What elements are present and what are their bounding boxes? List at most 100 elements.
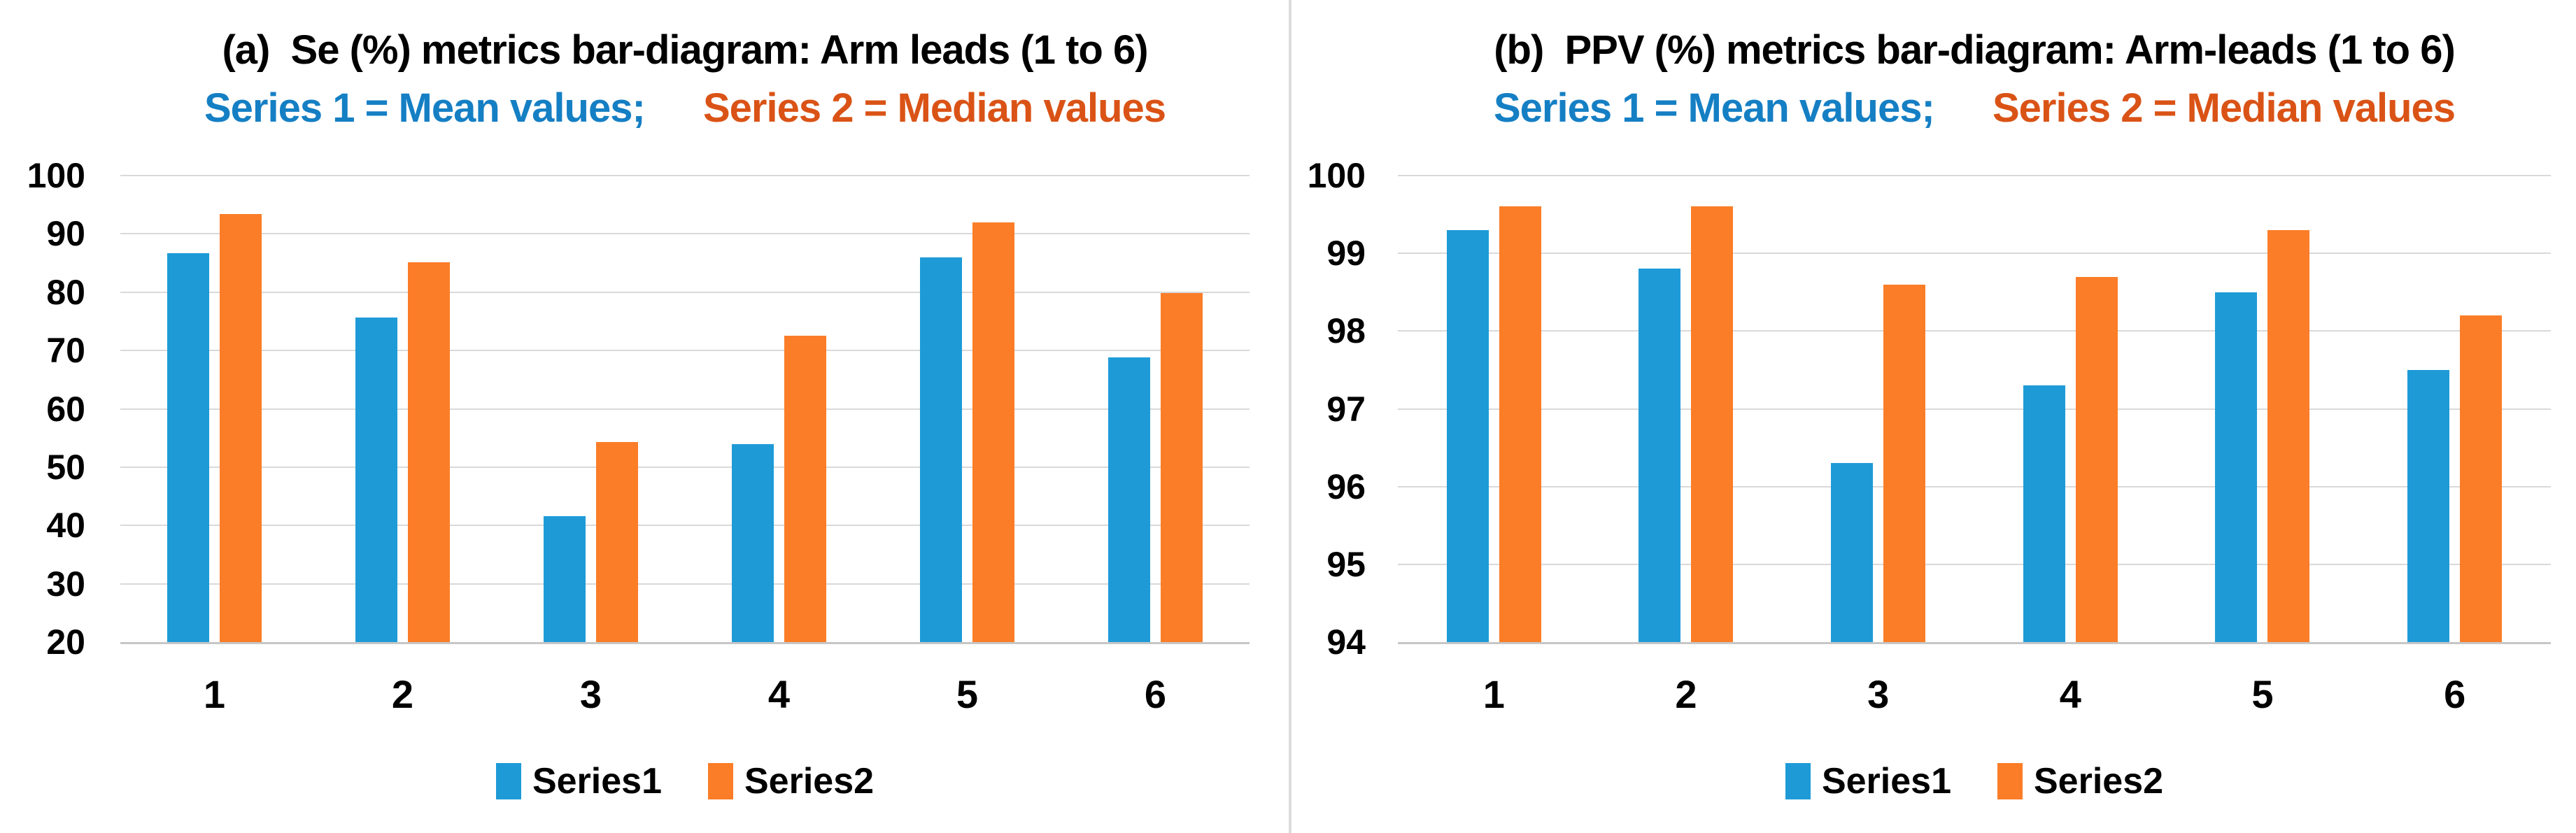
bar-series1-lead-4 [731, 443, 774, 642]
chart-subtitle: Series 1 = Mean values; Series 2 = Media… [50, 83, 1319, 134]
legend-item-series2: Series2 [1997, 760, 2163, 802]
bar-series2-lead-2 [407, 262, 450, 642]
bar-group-lead-6 [2358, 176, 2551, 642]
bar-group-lead-3 [497, 176, 685, 642]
legend-swatch-series1 [1785, 763, 1811, 799]
x-tick-label-2: 2 [391, 672, 414, 716]
chart-subtitle: Series 1 = Mean values; Series 2 = Media… [1328, 83, 2576, 134]
y-tick-label-70: 70 [46, 331, 85, 371]
gridline-80 [120, 291, 1250, 293]
y-tick-label-100: 100 [1307, 156, 1366, 195]
bar-group-lead-5 [873, 176, 1061, 642]
legend-item-series1: Series1 [1785, 760, 1951, 802]
legend-swatch-series1 [495, 763, 521, 799]
bar-series2-lead-4 [784, 336, 826, 642]
x-tick-label-5: 5 [956, 672, 979, 716]
gridline-100 [120, 175, 1250, 176]
gridline-98 [1398, 330, 2551, 332]
chart-title: (b) PPV (%) metrics bar-diagram: Arm-lea… [1494, 27, 2456, 73]
bar-series2-lead-3 [595, 442, 638, 642]
subtitle-series1: Series 1 = Mean values; [1493, 85, 1935, 131]
y-tick-label-97: 97 [1326, 389, 1366, 429]
legend-label-series2: Series2 [2034, 761, 2164, 802]
bar-group-lead-2 [309, 176, 497, 642]
subtitle-series1: Series 1 = Mean values; [204, 85, 646, 131]
bar-series1-lead-6 [2407, 369, 2450, 642]
bar-series1-lead-3 [543, 515, 586, 642]
x-tick-label-5: 5 [2251, 672, 2274, 716]
x-tick-label-2: 2 [1675, 672, 1697, 716]
gridline-96 [1398, 485, 2551, 487]
bar-series1-lead-2 [1639, 269, 1681, 642]
gridline-60 [120, 408, 1250, 410]
bar-group-lead-2 [1590, 176, 1783, 642]
y-axis-labels: 100 99 98 97 96 95 94 [1291, 156, 1366, 662]
x-tick-label-4: 4 [2059, 672, 2081, 716]
x-tick-label-3: 3 [579, 672, 602, 716]
bar-series1-lead-5 [919, 257, 962, 642]
y-tick-label-90: 90 [46, 214, 85, 254]
x-tick-label-4: 4 [767, 672, 791, 716]
y-tick-label-95: 95 [1326, 544, 1366, 584]
bar-series1-lead-3 [1831, 463, 1874, 642]
y-tick-label-50: 50 [46, 447, 85, 487]
legend-item-series1: Series1 [495, 760, 662, 802]
subtitle-series2: Series 2 = Median values [1992, 85, 2456, 131]
y-tick-label-94: 94 [1326, 622, 1366, 662]
gridline-30 [120, 583, 1250, 585]
bar-group-lead-6 [1061, 176, 1250, 642]
bar-series2-lead-1 [219, 214, 262, 642]
bar-group-lead-1 [120, 176, 309, 642]
legend: Series1 Series2 [120, 754, 1250, 809]
bar-series2-lead-6 [1160, 293, 1203, 642]
bar-series1-lead-1 [167, 252, 209, 642]
x-axis-labels: 1 2 3 4 5 6 [120, 670, 1250, 720]
legend-swatch-series2 [1997, 763, 2023, 799]
chart-panel-a: (a) Se (%) metrics bar-diagram: Arm lead… [0, 27, 1250, 809]
bar-series1-lead-5 [2215, 292, 2258, 642]
gridline-50 [120, 466, 1250, 468]
x-tick-label-1: 1 [203, 672, 226, 716]
panel-divider [1289, 0, 1291, 833]
legend-item-series2: Series2 [708, 760, 874, 802]
y-axis-labels: 100 90 80 70 60 50 40 30 20 [0, 156, 85, 662]
gridline-70 [120, 350, 1250, 352]
x-tick-label-1: 1 [1482, 672, 1505, 716]
y-tick-label-96: 96 [1326, 467, 1366, 506]
gridline-99 [1398, 252, 2551, 255]
y-tick-label-30: 30 [46, 564, 85, 604]
bar-series2-lead-2 [1691, 206, 1734, 642]
bar-group-lead-4 [1974, 176, 2167, 642]
bar-group-lead-1 [1398, 176, 1590, 642]
gridline-100 [1398, 175, 2551, 176]
y-tick-label-99: 99 [1326, 234, 1366, 273]
x-tick-label-3: 3 [1867, 672, 1890, 716]
gridline-90 [120, 233, 1250, 235]
chart-title: (a) Se (%) metrics bar-diagram: Arm lead… [222, 27, 1148, 73]
bar-series2-lead-3 [1883, 284, 1926, 642]
y-tick-label-80: 80 [46, 272, 85, 312]
bar-series1-lead-2 [355, 317, 397, 642]
plot-area [120, 175, 1250, 644]
legend-label-series1: Series1 [532, 761, 662, 802]
y-tick-label-60: 60 [46, 389, 85, 429]
y-tick-label-100: 100 [27, 156, 85, 195]
y-tick-label-40: 40 [46, 506, 85, 546]
bar-series1-lead-4 [2023, 385, 2065, 642]
bar-group-lead-3 [1782, 176, 1974, 642]
subtitle-series2: Series 2 = Median values [702, 85, 1166, 131]
gridline-97 [1398, 408, 2551, 410]
legend-label-series1: Series1 [1821, 761, 1951, 802]
y-tick-label-20: 20 [46, 622, 85, 662]
bar-series2-lead-5 [2267, 229, 2310, 642]
y-tick-label-98: 98 [1326, 311, 1366, 351]
bar-series1-lead-6 [1107, 357, 1150, 642]
gridline-95 [1398, 563, 2551, 565]
legend: Series1 Series2 [1398, 754, 2551, 809]
bar-series1-lead-1 [1446, 229, 1489, 642]
bar-series2-lead-4 [2075, 276, 2118, 642]
bar-group-lead-5 [2167, 176, 2359, 642]
bar-series2-lead-6 [2460, 315, 2503, 642]
bar-series2-lead-5 [972, 222, 1014, 642]
